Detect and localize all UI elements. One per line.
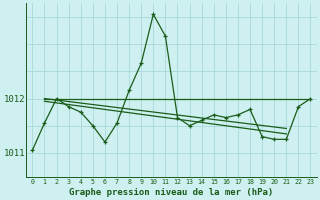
X-axis label: Graphe pression niveau de la mer (hPa): Graphe pression niveau de la mer (hPa) <box>69 188 274 197</box>
